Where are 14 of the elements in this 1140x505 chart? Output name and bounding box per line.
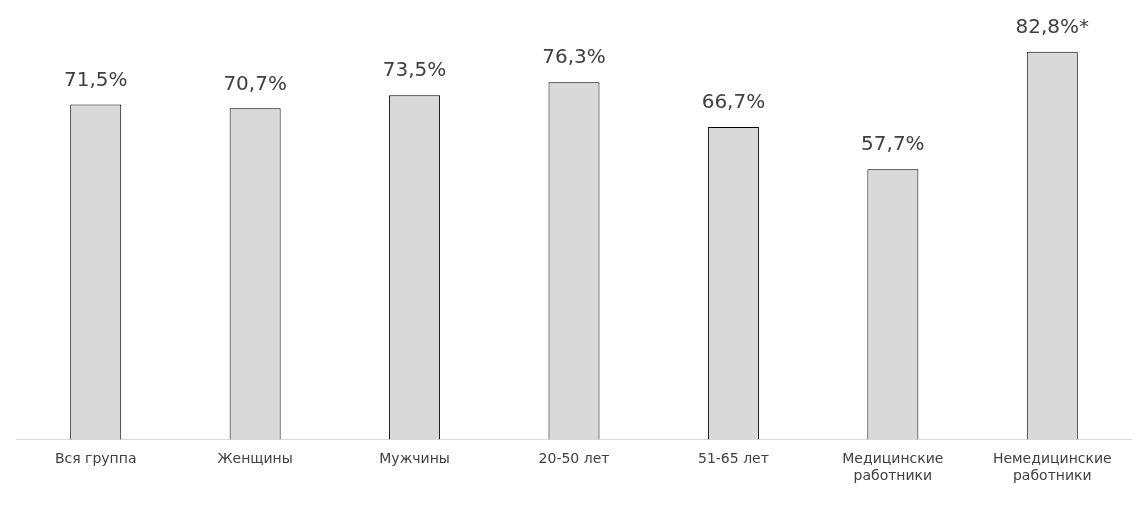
data-label: 57,7% [861,131,925,156]
data-label: 70,7% [223,70,287,95]
data-label: 76,3% [542,44,606,69]
x-tick-label: Немедицинские работники [992,450,1112,484]
x-tick-label: Мужчины [379,450,450,467]
x-tick-label: Вся группа [54,450,137,467]
data-label: 82,8%* [1015,13,1090,38]
x-tick-label: 20-50 лет [538,450,610,467]
x-tick-label: 51-65 лет [698,450,769,467]
data-label: 73,5% [382,57,447,82]
x-tick-label: Медицинские работники [842,450,944,484]
data-label: 71,5% [63,66,128,91]
x-tick-label: Женщины [217,450,293,467]
data-label: 66,7% [701,89,766,114]
